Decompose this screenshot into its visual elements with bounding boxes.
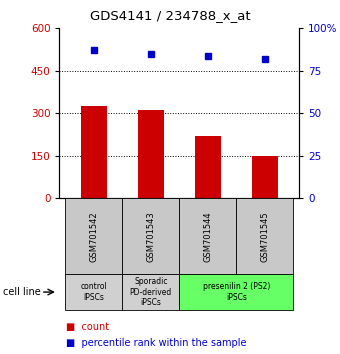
Bar — [195, 136, 221, 198]
Bar — [179, 198, 236, 274]
Text: ■  percentile rank within the sample: ■ percentile rank within the sample — [66, 338, 247, 348]
Bar — [138, 110, 164, 198]
Bar — [65, 198, 122, 274]
Text: control
IPSCs: control IPSCs — [80, 282, 107, 302]
Text: GSM701545: GSM701545 — [260, 211, 270, 262]
Text: GSM701544: GSM701544 — [203, 211, 212, 262]
Text: GDS4141 / 234788_x_at: GDS4141 / 234788_x_at — [90, 9, 250, 22]
Bar — [81, 106, 106, 198]
Bar — [252, 156, 278, 198]
Bar — [65, 274, 122, 310]
Bar — [122, 198, 179, 274]
Bar — [236, 198, 293, 274]
Text: presenilin 2 (PS2)
iPSCs: presenilin 2 (PS2) iPSCs — [203, 282, 270, 302]
Text: ■  count: ■ count — [66, 322, 109, 332]
Text: GSM701542: GSM701542 — [89, 211, 98, 262]
Bar — [179, 274, 293, 310]
Text: Sporadic
PD-derived
iPSCs: Sporadic PD-derived iPSCs — [130, 277, 172, 307]
Text: GSM701543: GSM701543 — [146, 211, 155, 262]
Text: cell line: cell line — [3, 287, 41, 297]
Bar — [122, 274, 179, 310]
